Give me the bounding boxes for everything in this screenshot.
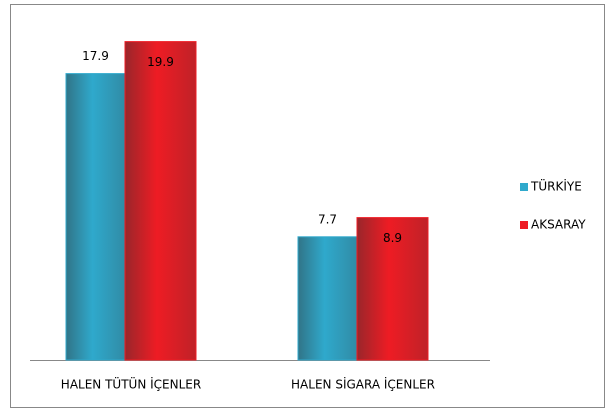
bar — [297, 236, 358, 361]
data-label: 8.9 — [383, 231, 402, 245]
x-tick-label: HALEN SİGARA İÇENLER — [291, 377, 435, 392]
legend-label: AKSARAY — [531, 218, 586, 232]
data-label: 19.9 — [147, 55, 174, 69]
x-tick-label: HALEN TÜTÜN İÇENLER — [61, 376, 201, 392]
bar — [124, 41, 197, 361]
data-label: 7.7 — [318, 212, 337, 226]
legend-label: TÜRKİYE — [530, 178, 582, 194]
legend-swatch — [520, 221, 528, 229]
data-label: 17.9 — [82, 49, 109, 63]
bar — [356, 217, 429, 361]
legend-swatch — [520, 183, 528, 191]
bar — [65, 73, 126, 361]
